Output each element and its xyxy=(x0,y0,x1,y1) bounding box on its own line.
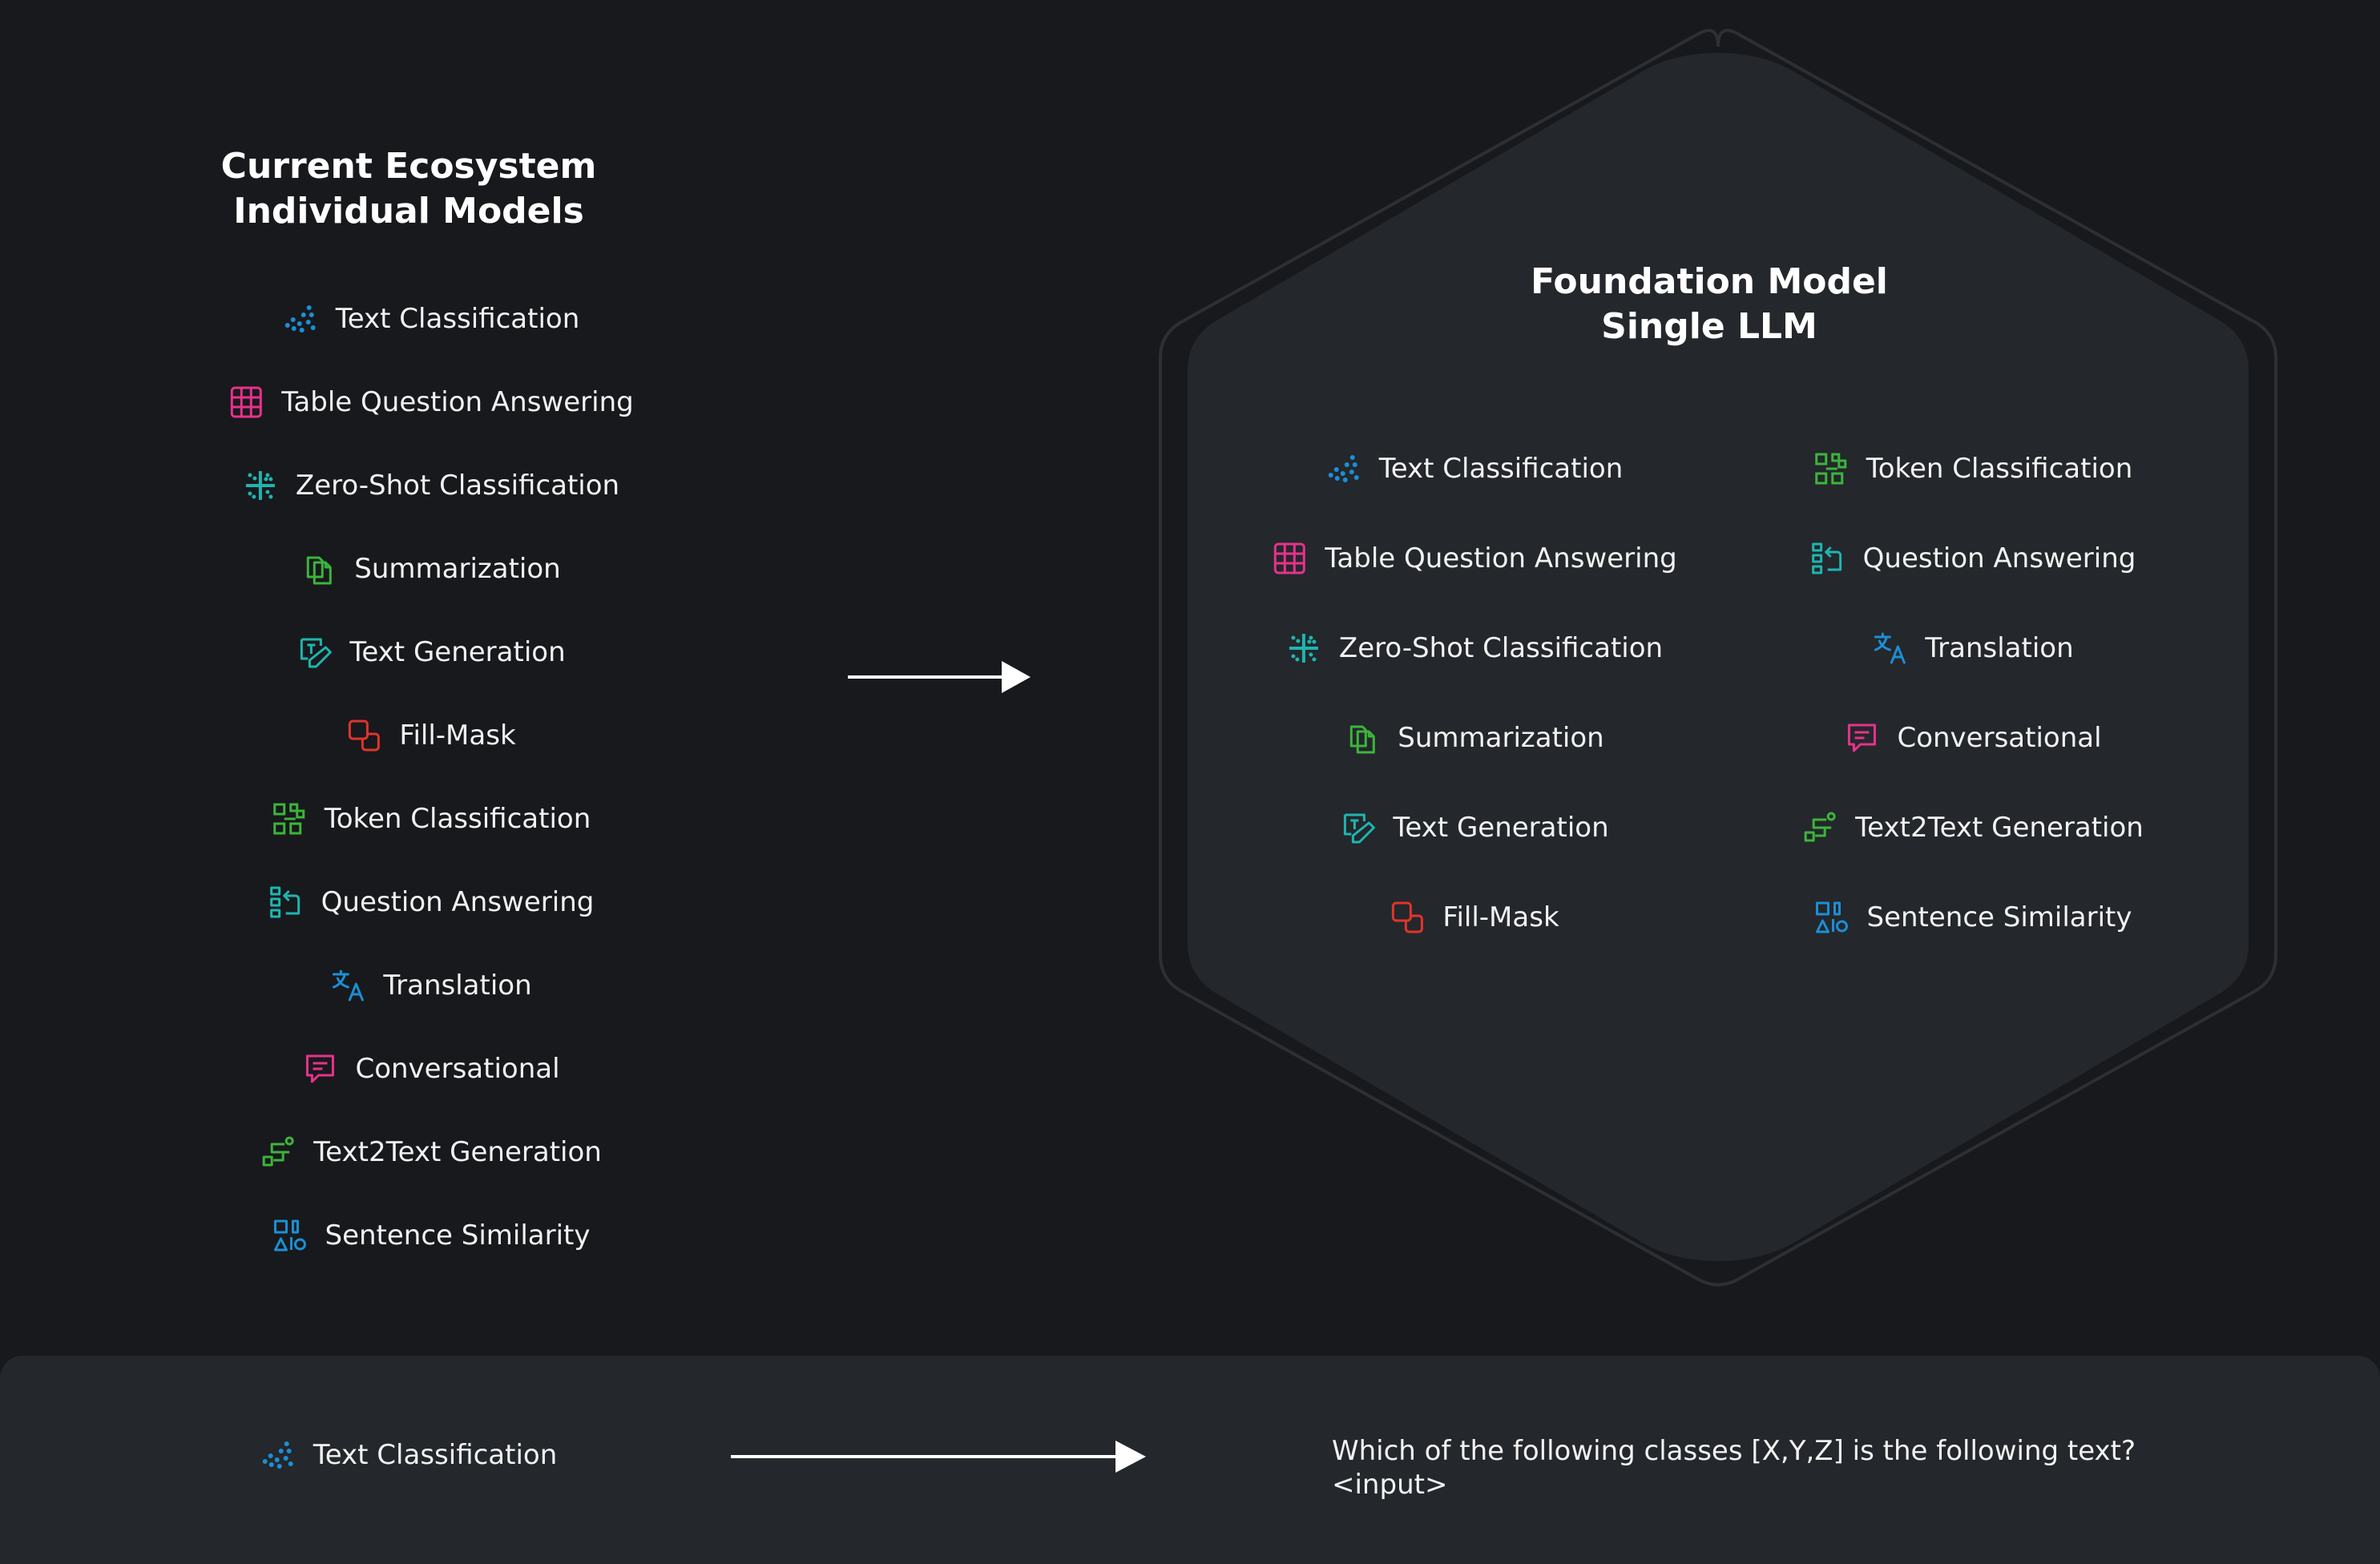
right-task-text-generation: Text Generation xyxy=(1340,810,1609,845)
left-task-translation: Translation xyxy=(330,968,532,1003)
task-label: Sentence Similarity xyxy=(325,1219,591,1252)
foundation-model-hexagon xyxy=(1159,29,2277,1287)
right-task-fill-mask: Fill-Mask xyxy=(1390,900,1559,935)
copy-pages-icon xyxy=(301,551,337,586)
task-label: Zero-Shot Classification xyxy=(295,470,620,502)
scatter-dots-icon xyxy=(260,1437,296,1473)
left-title-line2: Individual Models xyxy=(233,191,584,232)
prompt-example-panel xyxy=(0,1356,2380,1564)
flow-path-icon xyxy=(260,1135,296,1170)
dotted-cross-icon xyxy=(1286,631,1321,666)
task-label: Fill-Mask xyxy=(399,720,516,752)
left-task-fill-mask: Fill-Mask xyxy=(346,718,516,753)
left-task-question-answering: Question Answering xyxy=(268,885,595,920)
task-label: Text2Text Generation xyxy=(313,1136,602,1168)
task-label: Token Classification xyxy=(1866,453,2133,485)
chat-bubble-icon xyxy=(302,1051,337,1086)
right-title: Foundation Model Single LLM xyxy=(1531,260,1888,349)
right-task-text2text-generation: Text2Text Generation xyxy=(1802,810,2144,845)
task-label: Translation xyxy=(1925,632,2074,664)
copy-pages-icon xyxy=(1345,720,1380,756)
right-task-table-question-answering: Table Question Answering xyxy=(1272,541,1677,576)
left-task-text-classification: Text Classification xyxy=(283,301,580,337)
text-pen-icon xyxy=(1340,810,1375,845)
task-label: Text Classification xyxy=(313,1439,558,1471)
text-pen-icon xyxy=(296,635,332,670)
scatter-dots-icon xyxy=(283,301,318,337)
left-task-sentence-similarity: Sentence Similarity xyxy=(272,1218,591,1253)
task-label: Sentence Similarity xyxy=(1866,901,2132,933)
chat-bubble-icon xyxy=(1844,720,1879,756)
task-label: Summarization xyxy=(1398,722,1604,754)
task-label: Table Question Answering xyxy=(1325,542,1677,574)
task-label: Fill-Mask xyxy=(1442,901,1559,933)
left-title: Current Ecosystem Individual Models xyxy=(221,144,597,234)
scatter-dots-icon xyxy=(1326,451,1361,486)
task-label: Text2Text Generation xyxy=(1855,812,2144,844)
task-label: Conversational xyxy=(355,1053,560,1085)
task-label: Token Classification xyxy=(324,803,591,835)
right-task-question-answering: Question Answering xyxy=(1810,541,2136,576)
right-task-summarization: Summarization xyxy=(1345,720,1604,756)
right-task-text-classification: Text Classification xyxy=(1326,451,1624,486)
token-blocks-icon xyxy=(1813,451,1849,486)
task-label: Text Generation xyxy=(349,636,566,668)
right-task-token-classification: Token Classification xyxy=(1813,451,2133,486)
shapes-icon xyxy=(1813,900,1849,935)
task-label: Summarization xyxy=(354,553,561,585)
token-blocks-icon xyxy=(272,801,307,836)
table-grid-icon xyxy=(1272,541,1307,576)
translate-icon xyxy=(330,968,365,1003)
task-label: Text Classification xyxy=(335,303,580,335)
dotted-cross-icon xyxy=(243,468,278,503)
task-label: Conversational xyxy=(1897,722,2102,754)
left-task-zero-shot-classification: Zero-Shot Classification xyxy=(243,468,619,503)
task-label: Question Answering xyxy=(1862,542,2136,574)
task-label: Zero-Shot Classification xyxy=(1338,632,1664,664)
left-task-summarization: Summarization xyxy=(301,551,561,586)
left-task-token-classification: Token Classification xyxy=(272,801,591,836)
flow-path-icon xyxy=(1802,810,1837,845)
task-label: Text Generation xyxy=(1393,812,1609,844)
left-title-line1: Current Ecosystem xyxy=(220,146,597,187)
left-task-conversational: Conversational xyxy=(302,1051,560,1086)
task-label: Translation xyxy=(383,969,532,1002)
task-label: Table Question Answering xyxy=(281,386,634,418)
transition-arrow xyxy=(848,661,1031,693)
bottom-task-text-classification: Text Classification xyxy=(260,1437,558,1473)
overlap-squares-icon xyxy=(346,718,381,753)
left-task-text2text-generation: Text2Text Generation xyxy=(260,1135,602,1170)
right-title-line1: Foundation Model xyxy=(1531,261,1888,302)
task-label: Text Classification xyxy=(1378,453,1624,485)
shapes-icon xyxy=(272,1218,307,1253)
right-task-sentence-similarity: Sentence Similarity xyxy=(1813,900,2132,935)
right-task-zero-shot-classification: Zero-Shot Classification xyxy=(1286,631,1663,666)
left-task-table-question-answering: Table Question Answering xyxy=(228,385,634,420)
right-task-conversational: Conversational xyxy=(1844,720,2102,756)
list-arrow-icon xyxy=(268,885,304,920)
table-grid-icon xyxy=(228,385,264,420)
right-title-line2: Single LLM xyxy=(1601,306,1817,347)
left-task-text-generation: Text Generation xyxy=(296,635,566,670)
prompt-arrow xyxy=(731,1441,1146,1473)
translate-icon xyxy=(1872,631,1907,666)
prompt-text: Which of the following classes [X,Y,Z] i… xyxy=(1332,1435,2136,1501)
overlap-squares-icon xyxy=(1390,900,1425,935)
right-task-translation: Translation xyxy=(1872,631,2074,666)
list-arrow-icon xyxy=(1810,541,1846,576)
task-label: Question Answering xyxy=(321,886,595,918)
